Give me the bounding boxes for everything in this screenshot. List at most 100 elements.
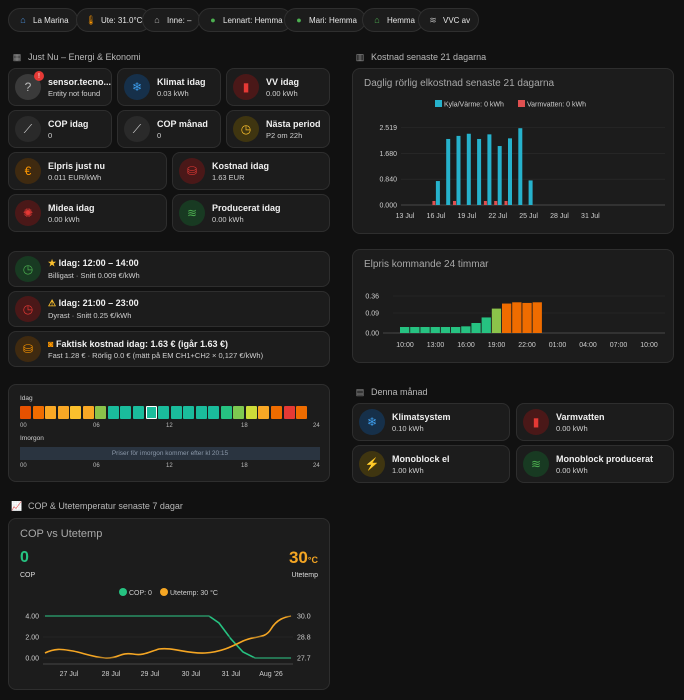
tile-midea[interactable]: ✺ Midea idag 0.00 kWh xyxy=(8,194,167,232)
star-icon: ★ xyxy=(48,258,57,268)
heatmap-cell xyxy=(32,406,44,419)
heatmap-cell xyxy=(107,406,119,419)
heatmap-cell xyxy=(271,406,282,419)
person-icon: ● xyxy=(296,15,302,25)
cost21-chart: Kyla/Värme: 0 kWh Varmvatten: 0 kWh 0.00… xyxy=(379,100,665,220)
varmvatten-bar xyxy=(504,201,508,205)
x-tick-label: 13 Jul xyxy=(396,213,415,220)
clock-check-icon: ◷ xyxy=(15,256,41,282)
tile-sensor[interactable]: ?! sensor.tecno... Entity not found xyxy=(8,68,112,106)
tile-cop-manad[interactable]: ⟋ COP månad 0 xyxy=(117,110,221,148)
price-bar xyxy=(471,323,481,333)
heatmap-cell xyxy=(70,406,82,419)
heatmap-cell xyxy=(145,406,157,419)
clock-alert-icon: ◷ xyxy=(15,296,41,322)
heatmap-tick-00-b: 00 xyxy=(20,463,27,469)
grid-icon: ▦ xyxy=(12,51,22,62)
y-tick-label: 0.36 xyxy=(365,294,379,301)
tile-varmvatten[interactable]: ▮ Varmvatten 0.00 kWh xyxy=(516,403,674,441)
tile-vv-idag[interactable]: ▮ VV idag 0.00 kWh xyxy=(226,68,330,106)
chart-line-icon: ⟋ xyxy=(124,116,150,142)
x-tick-label: 28 Jul xyxy=(102,671,121,678)
house-icon: ⌂ xyxy=(374,15,380,25)
tile-elpris[interactable]: € Elpris just nu 0.011 EUR/kWh xyxy=(8,152,167,190)
chip-indoor-temp[interactable]: ⌂ Inne: – xyxy=(142,8,201,32)
price-bar xyxy=(491,308,502,333)
period-billigast[interactable]: ◷ ★ Idag: 12:00 – 14:00 Billigast · Snitt… xyxy=(8,251,330,287)
price-bar xyxy=(410,327,420,333)
tile-nasta-period[interactable]: ◷ Nästa period P2 om 22h xyxy=(226,110,330,148)
cost-bar xyxy=(487,134,492,205)
cash-multiple-icon: ⛁ xyxy=(15,336,41,362)
heatmap-cell xyxy=(57,406,69,419)
x-tick-label: 22:00 xyxy=(518,342,536,349)
section-kostnad21: ▥ Kostnad senaste 21 dagarna xyxy=(355,51,487,63)
chip-outdoor-temp[interactable]: 🌡 Ute: 31.0°C xyxy=(76,8,152,32)
tile-monoblock-producerat[interactable]: ≋ Monoblock producerat 0.00 kWh xyxy=(516,445,674,483)
question-icon: ?! xyxy=(15,71,44,100)
cash-icon: ⛁ xyxy=(179,158,205,184)
cop-chart-card: COP vs Utetemp 0 COP 30°C Utetemp COP: 0… xyxy=(8,518,330,690)
legend-cop-label: COP: 0 xyxy=(129,590,152,597)
money-bag-icon: ◙ xyxy=(48,338,54,349)
heatmap-tomorrow-message: Priser för imorgon kommer efter kl 20:15 xyxy=(20,447,320,460)
x-tick-label: 16:00 xyxy=(457,342,475,349)
temp-value-label: Utetemp xyxy=(291,572,318,579)
temp-value: 30°C xyxy=(288,548,318,567)
heat-wave-icon: ≋ xyxy=(523,451,549,477)
cost-bar xyxy=(528,180,533,205)
chart-icon: ▥ xyxy=(355,51,365,62)
x-tick-label: 27 Jul xyxy=(60,671,79,678)
legend-temp-marker xyxy=(160,588,168,596)
section-cop: 📈 COP & Utetemperatur senaste 7 dagar xyxy=(11,500,183,512)
y-tick-label: 1.680 xyxy=(379,151,397,158)
x-tick-label: 10:00 xyxy=(396,342,414,349)
flash-icon: ⚡ xyxy=(359,451,385,477)
heatmap-cell xyxy=(170,406,182,419)
chip-vvc[interactable]: ≋ VVC av xyxy=(418,8,480,32)
heatmap-cell xyxy=(220,406,232,419)
heatmap-today-label: Idag xyxy=(20,395,33,402)
cop-chart-title: COP vs Utetemp xyxy=(20,528,103,540)
chip-location[interactable]: ⌂ La Marina xyxy=(8,8,78,32)
x-tick-label: 29 Jul xyxy=(141,671,160,678)
period-dyrast[interactable]: ◷ ⚠ Idag: 21:00 – 23:00 Dyrast · Snitt 0.… xyxy=(8,291,330,327)
calendar-icon: ▤ xyxy=(355,386,365,397)
heatmap-cell xyxy=(20,406,31,419)
x-tick-label: 30 Jul xyxy=(182,671,201,678)
varmvatten-bar xyxy=(453,201,456,205)
heatmap-tick-24: 24 xyxy=(313,423,320,429)
chip-mari[interactable]: ● Mari: Hemma xyxy=(284,8,367,32)
tile-cop-idag[interactable]: ⟋ COP idag 0 xyxy=(8,110,112,148)
legend-temp-label: Utetemp: 30 °C xyxy=(170,589,218,597)
x-tick-label: 19:00 xyxy=(488,342,506,349)
legend-varmvatten-swatch xyxy=(518,100,525,107)
tile-kostnad-idag[interactable]: ⛁ Kostnad idag 1.63 EUR xyxy=(172,152,330,190)
chart-line-icon: 📈 xyxy=(11,500,23,511)
temp-line xyxy=(44,615,292,659)
price-bar xyxy=(430,327,440,333)
chip-lennart[interactable]: ● Lennart: Hemma xyxy=(198,8,292,32)
tile-klimat-idag[interactable]: ❄ Klimat idag 0.03 kWh xyxy=(117,68,221,106)
tile-klimatsystem[interactable]: ❄ Klimatsystem 0.10 kWh xyxy=(352,403,510,441)
tile-producerat[interactable]: ≋ Producerat idag 0.00 kWh xyxy=(172,194,330,232)
heat-pump-icon: ✺ xyxy=(15,200,41,226)
x-tick-label: 04:00 xyxy=(579,342,597,349)
chip-home-status[interactable]: ⌂ Hemma xyxy=(362,8,425,32)
tile-monoblock-el[interactable]: ⚡ Monoblock el 1.00 kWh xyxy=(352,445,510,483)
y-right-tick-label: 27.7 xyxy=(297,656,311,663)
heatmap-tick-24-b: 24 xyxy=(313,463,320,469)
cost-bar xyxy=(477,138,482,205)
price-bar xyxy=(461,326,471,333)
y-tick-label: 2.519 xyxy=(379,125,397,132)
y-tick-label: 0.09 xyxy=(365,311,379,318)
heatmap-cell xyxy=(120,406,132,419)
period-faktisk[interactable]: ⛁ ◙ Faktisk kostnad idag: 1.63 € (igår 1… xyxy=(8,331,330,367)
heatmap-tick-18-b: 18 xyxy=(241,463,248,469)
heatmap-cell xyxy=(82,406,94,419)
snowflake-icon: ❄ xyxy=(359,409,385,435)
heat-wave-icon: ≋ xyxy=(179,200,205,226)
x-tick-label: 07:00 xyxy=(610,342,628,349)
water-heater-icon: ▮ xyxy=(233,74,259,100)
x-tick-label: 19 Jul xyxy=(457,213,476,220)
